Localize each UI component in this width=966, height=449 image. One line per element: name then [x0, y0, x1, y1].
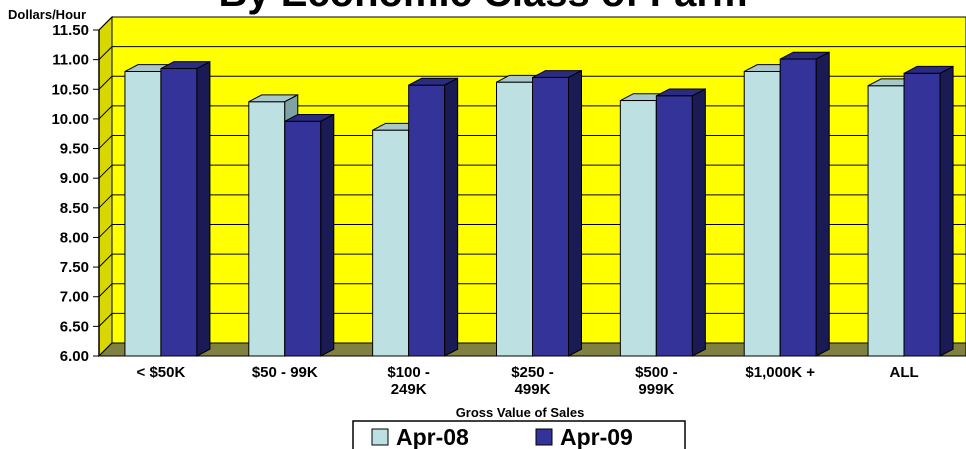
bar-side: [815, 51, 830, 357]
bar-front: [284, 120, 322, 357]
bar-front: [619, 100, 657, 357]
y-tick-label: 6.50: [60, 318, 89, 335]
bar-side: [444, 77, 459, 357]
bar-apr-09-500-999k: [655, 88, 706, 357]
gridline-diag: [98, 164, 113, 179]
bar-front: [743, 70, 781, 357]
bar-front: [160, 68, 198, 357]
bar-apr-09-100-249k: [408, 77, 459, 357]
x-axis-title: Gross Value of Sales: [456, 405, 585, 420]
y-tick-label: 7.50: [60, 259, 89, 276]
y-tick-label: 10.50: [51, 81, 89, 98]
bar-front: [903, 72, 941, 357]
gridline-diag: [98, 16, 113, 31]
y-tick-label: 11.00: [52, 52, 89, 69]
bar-side: [939, 65, 954, 357]
legend: Apr-08 Apr-09: [352, 420, 686, 449]
bar-apr-09-1-000k: [779, 51, 830, 357]
gridline-diag: [98, 313, 113, 327]
x-category-label-100-249k: $100 -249K: [387, 364, 430, 398]
y-tick-label: 8.00: [60, 229, 89, 246]
legend-swatch-apr-09: [535, 428, 553, 446]
gridline-diag: [98, 194, 113, 209]
y-tick-label: 11.50: [52, 22, 89, 39]
y-axis-title: Dollars/Hour: [8, 7, 86, 22]
bar-front: [496, 81, 533, 357]
bar-front: [248, 101, 286, 357]
bar-side: [196, 60, 211, 357]
bar-side: [691, 88, 706, 357]
x-category-label-1-000k: $1,000K +: [745, 364, 815, 381]
y-tick-label: 9.00: [60, 170, 89, 187]
y-tick-label: 6.00: [60, 348, 89, 365]
y-tick-label: 7.00: [60, 289, 89, 306]
gridline-diag: [98, 135, 113, 149]
x-axis-categories: < $50K $50 - 99K $100 -249K $250 -499K $500 …: [137, 364, 919, 398]
y-tick-label: 10.00: [51, 111, 89, 128]
y-axis-ticks: 6.00 6.50 7.00 7.50 8.00 8.50 9.00 9.50 10.00 10.…: [51, 22, 89, 365]
y-tick-label: 8.50: [60, 200, 89, 217]
x-category-label-all: ALL: [889, 364, 918, 381]
bar-apr-09-50-99k: [284, 113, 335, 357]
bar-apr-09-250-499k: [532, 69, 582, 357]
plot-side-wall: [98, 15, 113, 358]
legend-box: [352, 420, 686, 449]
bar-front: [408, 84, 446, 357]
bar-side: [320, 113, 335, 357]
bar-side: [568, 69, 582, 357]
bar-front: [124, 70, 162, 357]
bars: [124, 51, 954, 357]
bar-front: [779, 58, 817, 357]
gridline-diag: [98, 75, 113, 90]
legend-swatch-apr-08: [371, 428, 389, 446]
bar-front: [372, 129, 410, 357]
y-tick-label: 9.50: [60, 141, 89, 158]
x-category-label-50k: < $50K: [137, 364, 186, 381]
bar-front: [867, 85, 905, 357]
gridline-diag: [98, 253, 113, 268]
gridline-diag: [98, 224, 113, 238]
gridline-diag: [98, 105, 113, 120]
legend-label-apr-09: Apr-09: [560, 424, 633, 449]
gridline-diag: [98, 46, 113, 60]
legend-label-apr-08: Apr-08: [396, 424, 469, 449]
bar-apr-09-all: [903, 65, 954, 357]
chart-title: By Economic Class of Farm: [218, 0, 747, 15]
x-category-label-250-499k: $250 -499K: [511, 364, 554, 398]
bar-front: [655, 95, 693, 357]
x-category-label-50-99k: $50 - 99K: [252, 364, 318, 381]
x-category-label-500-999k: $500 -999K: [635, 364, 678, 398]
bar-front: [532, 76, 569, 357]
bar-apr-09-50k: [160, 60, 211, 357]
gridline-diag: [98, 283, 113, 298]
